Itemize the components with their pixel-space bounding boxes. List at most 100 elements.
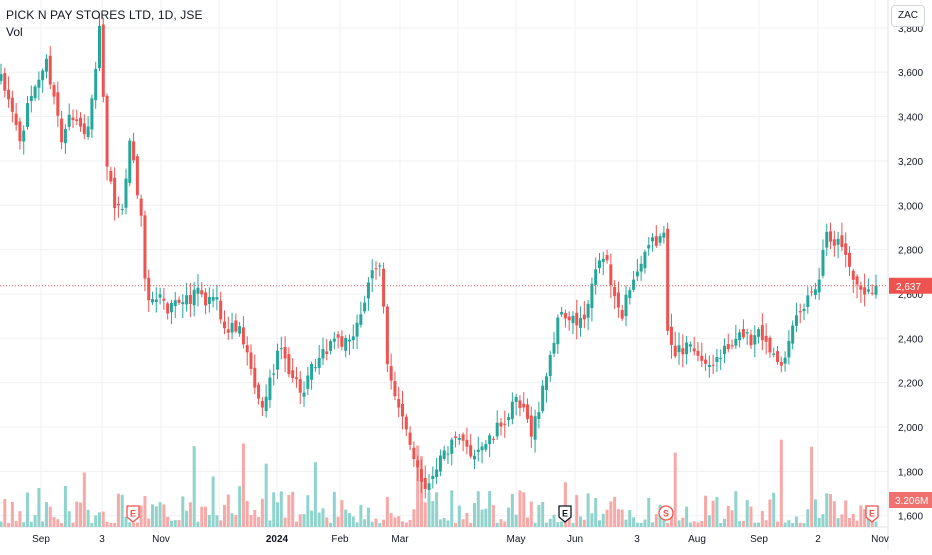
candle-body: [120, 208, 124, 210]
candle-body: [351, 336, 355, 341]
candle-body: [204, 292, 208, 306]
volume-bar: [461, 519, 465, 527]
candle-body: [52, 85, 56, 97]
volume-bar: [757, 522, 761, 527]
volume-bar: [33, 515, 37, 527]
volume-bar: [86, 509, 90, 527]
candle-body: [416, 460, 420, 468]
volume-bar: [609, 501, 613, 527]
candle-body: [94, 68, 98, 101]
candle-body: [586, 303, 590, 318]
candle-body: [82, 123, 86, 135]
candle-body: [279, 348, 283, 350]
volume-bar: [427, 492, 431, 527]
y-tick-label: 3,200: [898, 157, 923, 168]
candle-body: [522, 403, 526, 408]
volume-bar: [632, 517, 636, 527]
volume-bar: [79, 502, 83, 527]
volume-bar: [692, 521, 696, 527]
volume-bar: [219, 520, 223, 527]
volume-bar: [132, 522, 136, 527]
volume-bar: [711, 500, 715, 527]
candle-body: [306, 375, 310, 389]
candle-body: [393, 381, 397, 397]
volume-bar: [704, 495, 708, 527]
volume-bar: [382, 519, 386, 527]
candle-body: [783, 357, 787, 364]
volume-bar: [147, 518, 151, 527]
candle-body: [794, 315, 798, 326]
volume-bar: [347, 513, 351, 527]
candle-body: [67, 114, 71, 127]
volume-bar: [601, 513, 605, 527]
volume-bar: [56, 519, 60, 527]
volume-bar: [177, 520, 181, 527]
candle-body: [132, 141, 136, 161]
candle-body: [472, 455, 476, 460]
candle-body: [238, 326, 242, 334]
volume-bar: [579, 516, 583, 527]
last-volume-label: 3.206M: [895, 496, 928, 507]
candle-body: [431, 475, 435, 479]
volume-bar: [385, 496, 389, 527]
candle-body: [654, 236, 658, 246]
volume-bar: [510, 493, 514, 527]
event-marker-label: E: [130, 509, 136, 519]
volume-bar: [113, 522, 117, 527]
candle-body: [476, 449, 480, 452]
volume-bar: [37, 488, 41, 527]
earnings-marker: [558, 505, 572, 523]
currency-button[interactable]: ZAC: [891, 5, 925, 27]
x-tick-label: Jun: [567, 534, 583, 545]
volume-bar: [294, 521, 298, 527]
volume-bar: [351, 516, 355, 527]
volume-bar: [253, 510, 257, 527]
volume-bar: [196, 521, 200, 527]
candle-body: [63, 128, 67, 144]
candle-body: [859, 285, 863, 290]
candle-body: [22, 130, 26, 142]
candle-body: [609, 264, 613, 286]
volume-bar: [192, 446, 196, 527]
volume-bar: [613, 496, 617, 527]
volume-bar: [241, 443, 245, 527]
candle-body: [579, 318, 583, 328]
candle-body: [647, 245, 651, 249]
candle-body: [374, 268, 378, 270]
candle-body: [336, 334, 340, 338]
volume-bar: [847, 518, 851, 527]
volume-bar: [60, 522, 64, 527]
volume-bar: [582, 519, 586, 527]
candle-body: [677, 345, 681, 353]
candle-body: [389, 366, 393, 381]
volume-bar: [3, 498, 7, 527]
volume-bar: [7, 522, 11, 527]
volume-bar: [283, 517, 287, 527]
volume-bar: [707, 515, 711, 527]
candle-body: [745, 332, 749, 334]
candle-body: [3, 73, 7, 91]
volume-bar: [866, 514, 870, 527]
candle-body: [529, 415, 533, 437]
volume-bar: [44, 502, 48, 527]
volume-bar: [484, 508, 488, 527]
candle-body: [192, 289, 196, 306]
volume-bar: [503, 521, 507, 527]
candle-body: [628, 290, 632, 299]
volume-bar: [128, 522, 132, 527]
candle-body: [147, 277, 151, 301]
volume-bar: [806, 509, 810, 527]
candle-body: [514, 396, 518, 402]
volume-bar: [495, 522, 499, 527]
volume-bar: [696, 522, 700, 527]
volume-bar: [22, 522, 26, 527]
candle-body: [29, 96, 33, 102]
candle-body: [851, 270, 855, 280]
volume-bar: [544, 522, 548, 527]
volume-bar: [306, 495, 310, 527]
candle-body: [526, 404, 530, 420]
volume-bar: [514, 514, 518, 527]
candle-body: [385, 306, 389, 365]
